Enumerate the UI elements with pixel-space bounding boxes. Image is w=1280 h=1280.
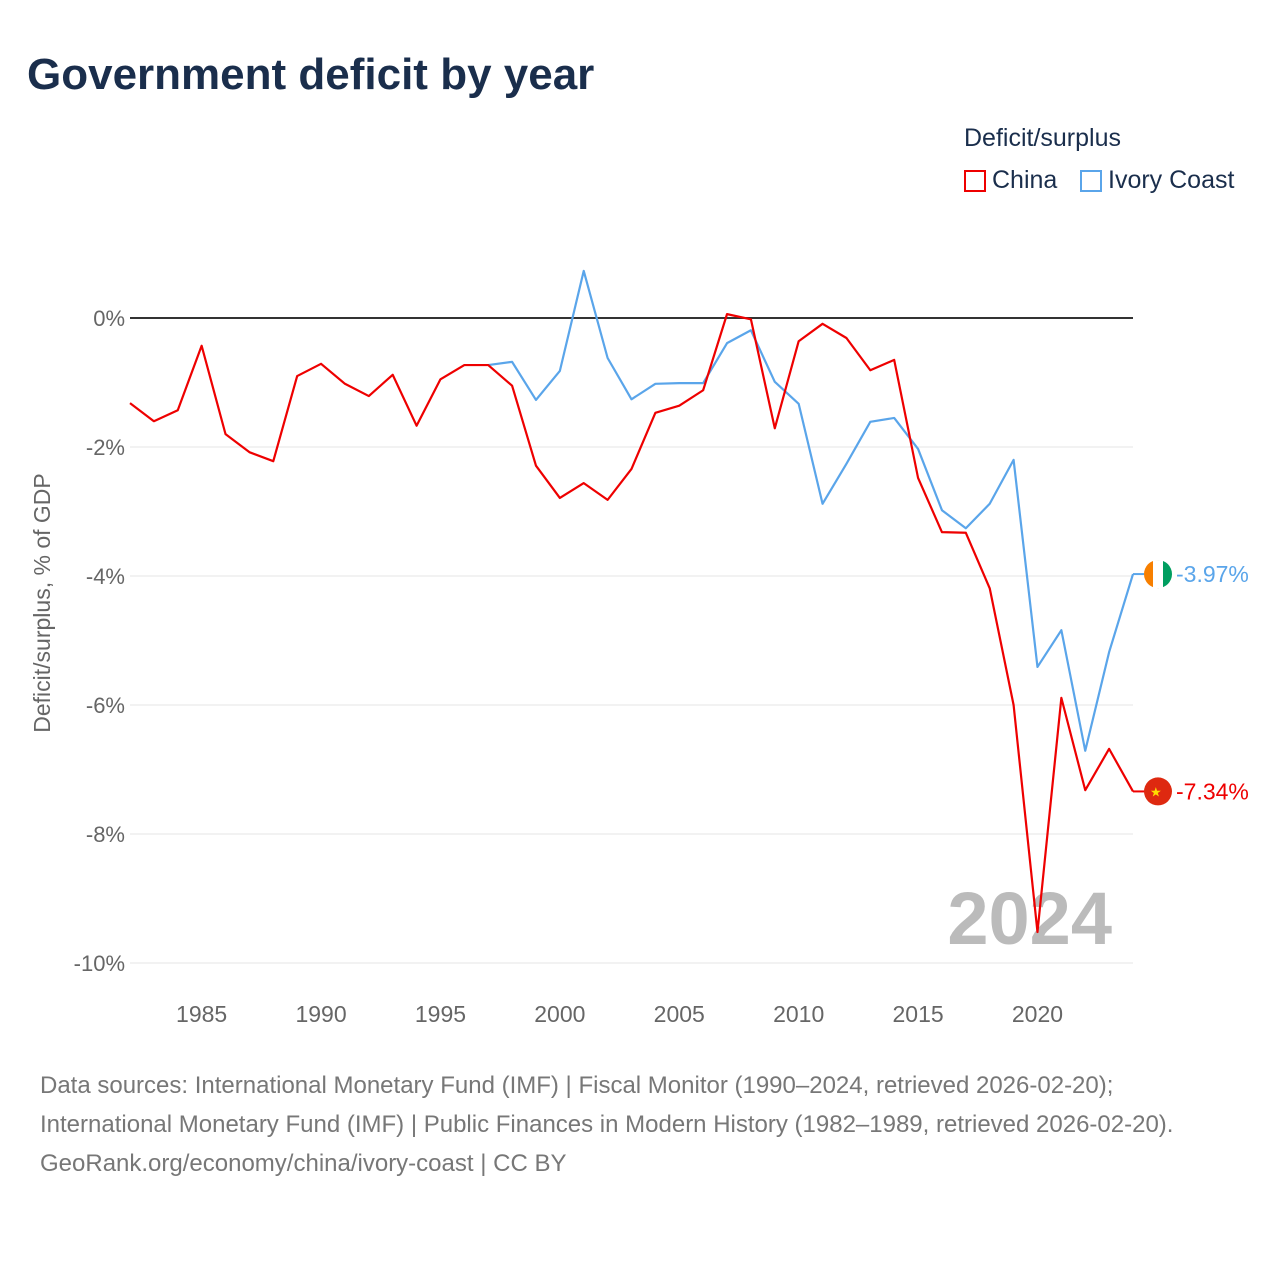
legend-item-ivory-coast[interactable]: Ivory Coast <box>1080 166 1234 195</box>
y-tick-label: 0% <box>93 306 125 331</box>
flag-stripe <box>1153 560 1163 589</box>
x-tick-label: 1990 <box>295 1001 346 1027</box>
chart-title: Government deficit by year <box>27 50 595 99</box>
x-tick-label: 2020 <box>1012 1001 1063 1027</box>
source-text: Data sources: International Monetary Fun… <box>40 1072 1174 1138</box>
y-tick-label: -10% <box>74 951 125 976</box>
sources: Data sources: International Monetary Fun… <box>40 1066 1240 1183</box>
legend-swatch <box>1080 169 1102 192</box>
y-tick-label: -8% <box>86 822 125 847</box>
y-tick-label: -2% <box>86 435 125 460</box>
end-value-label: -3.97% <box>1176 561 1249 587</box>
x-tick-label: 2005 <box>654 1001 705 1027</box>
series-line-ivory-coast <box>488 269 1135 752</box>
legend-label: China <box>992 166 1058 194</box>
flag-icon <box>1144 777 1172 806</box>
legend-item-china[interactable]: China <box>964 166 1057 195</box>
series-line-china <box>129 313 1134 934</box>
source-link[interactable]: GeoRank.org/economy/china/ivory-coast | … <box>40 1150 567 1177</box>
year-watermark: 2024 <box>947 877 1112 960</box>
y-tick-label: -6% <box>86 693 125 718</box>
flag-star: ★ <box>1150 784 1162 799</box>
x-tick-label: 1985 <box>176 1001 227 1027</box>
x-tick-label: 1995 <box>415 1001 466 1027</box>
y-axis-label: Deficit/surplus, % of GDP <box>29 473 55 732</box>
x-tick-label: 2010 <box>773 1001 824 1027</box>
legend-title: Deficit/surplus <box>964 124 1121 152</box>
legend-swatch <box>964 169 986 192</box>
x-tick-label: 2000 <box>534 1001 585 1027</box>
end-value-label: -7.34% <box>1176 778 1249 804</box>
y-tick-label: -4% <box>86 564 125 589</box>
legend-label: Ivory Coast <box>1108 166 1235 194</box>
x-tick-label: 2015 <box>892 1001 943 1027</box>
